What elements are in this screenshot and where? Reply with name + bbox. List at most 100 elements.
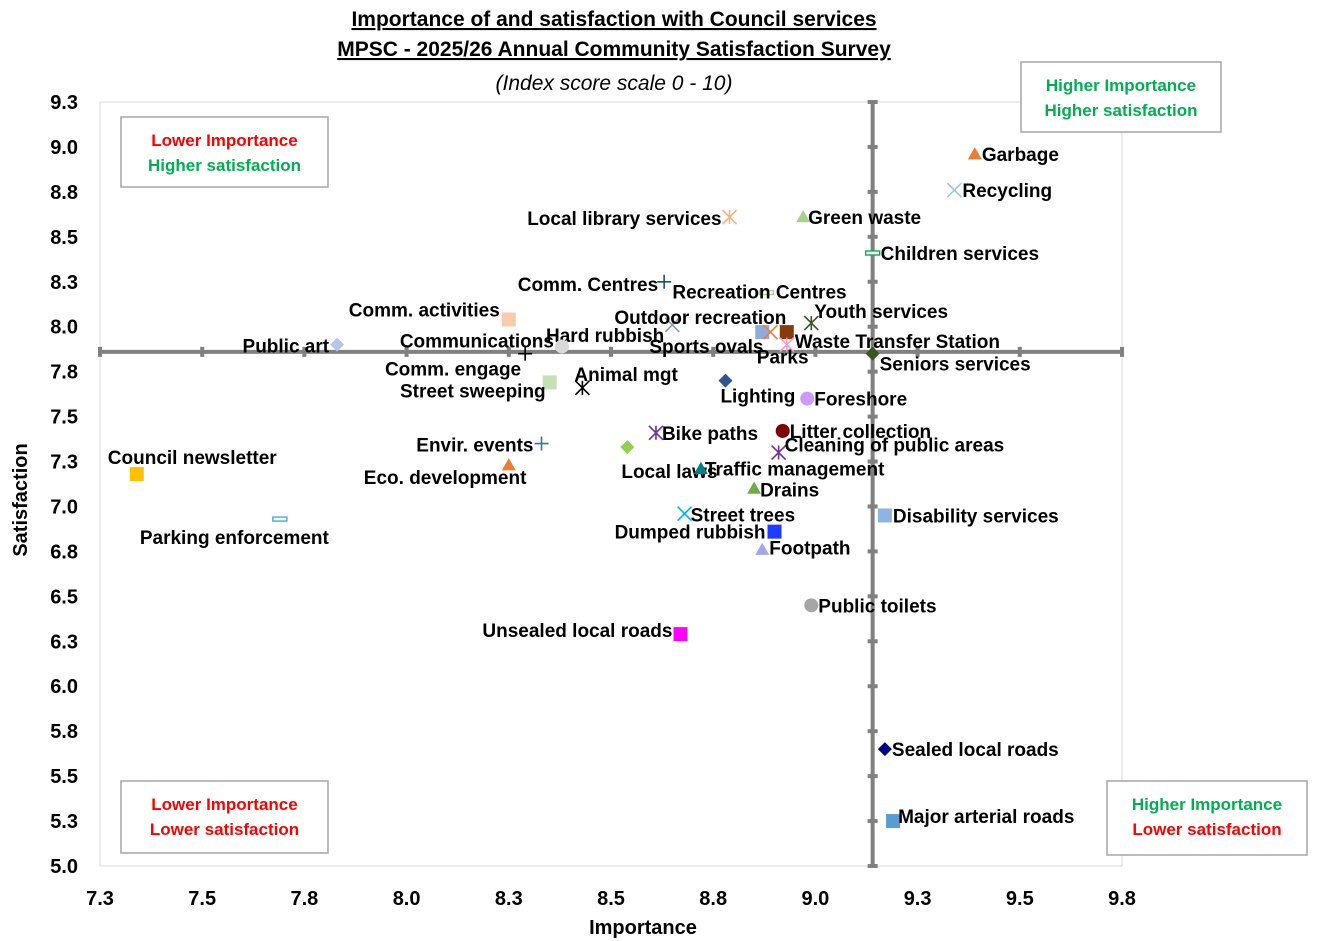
quadrant-box <box>120 116 329 188</box>
point-label-comm-centres: Comm. Centres <box>518 275 658 296</box>
point-marker-lighting <box>718 373 733 388</box>
point-marker-comm-centres <box>657 274 672 289</box>
point-marker-bike-paths <box>648 425 664 441</box>
point-label-local-library-services: Local library services <box>527 209 721 230</box>
y-tick-label: 6.5 <box>50 586 78 608</box>
point-youth-services: Youth services <box>803 302 948 331</box>
point-label-garbage: Garbage <box>982 145 1059 166</box>
point-label-disability-services: Disability services <box>893 506 1059 527</box>
quadrant-lower-importance-higher-satisfaction: Lower Importance Higher satisfaction <box>120 116 329 188</box>
point-marker-litter-collection <box>775 423 790 438</box>
point-marker-public-art <box>330 337 345 352</box>
point-major-arterial-roads: Major arterial roads <box>886 807 1074 829</box>
quadrant-box <box>120 780 329 854</box>
x-tick-label: 9.3 <box>904 888 932 910</box>
point-marker-disability-services <box>877 508 892 523</box>
point-label-outdoor-recreation: Outdoor recreation <box>614 308 786 329</box>
y-tick-label: 8.3 <box>50 272 78 294</box>
point-label-sealed-local-roads: Sealed local roads <box>892 740 1059 761</box>
x-tick-label: 7.3 <box>86 888 114 910</box>
x-tick-label: 8.8 <box>699 888 727 910</box>
reference-lines <box>98 100 1124 868</box>
quadrant-box <box>1020 61 1222 133</box>
point-marker-street-trees <box>677 506 693 522</box>
y-tick-label: 7.8 <box>50 362 78 384</box>
y-tick-label: 6.0 <box>50 676 78 698</box>
point-label-lighting: Lighting <box>720 387 795 408</box>
point-lighting: Lighting <box>718 373 795 408</box>
point-garbage: Garbage <box>967 145 1059 166</box>
point-traffic-management: Traffic management <box>693 460 885 481</box>
point-label-communications: Communications <box>400 331 554 352</box>
point-marker-children-services <box>864 250 881 256</box>
point-street-sweeping: Street sweeping <box>400 375 557 402</box>
point-label-youth-services: Youth services <box>814 302 948 323</box>
point-parks: Parks <box>757 337 809 369</box>
point-marker-green-waste <box>796 210 811 223</box>
point-dumped-rubbish: Dumped rubbish <box>615 523 782 544</box>
y-tick-label: 5.0 <box>50 856 78 878</box>
quadrant-box <box>1106 780 1308 856</box>
point-marker-youth-services <box>803 315 819 331</box>
point-label-children-services: Children services <box>881 244 1039 265</box>
point-label-public-art: Public art <box>243 337 330 358</box>
quadrant-line1: Lower Importance <box>151 795 297 814</box>
point-label-waste-transfer-station: Waste Transfer Station <box>795 332 1000 353</box>
point-marker-traffic-management <box>693 461 708 474</box>
point-council-newsletter: Council newsletter <box>108 448 278 482</box>
point-disability-services: Disability services <box>877 506 1059 527</box>
point-label-sports-ovals: Sports ovals <box>649 337 763 358</box>
point-foreshore: Foreshore <box>800 390 907 411</box>
point-label-recycling: Recycling <box>962 181 1052 202</box>
y-tick-label: 6.3 <box>50 631 78 653</box>
point-marker-recreation-centres <box>758 289 775 296</box>
point-label-parks: Parks <box>757 348 809 369</box>
y-tick-label: 8.0 <box>50 317 78 339</box>
data-points: Garbage Recycling Local library services Gr… <box>108 145 1074 829</box>
point-label-council-newsletter: Council newsletter <box>108 448 278 469</box>
point-label-unsealed-local-roads: Unsealed local roads <box>482 621 672 642</box>
quadrant-line1: Higher Importance <box>1132 795 1282 814</box>
x-tick-label: 7.5 <box>188 888 216 910</box>
x-tick-label: 7.8 <box>290 888 318 910</box>
quadrant-higher-importance-lower-satisfaction: Higher Importance Lower satisfaction <box>1106 780 1308 856</box>
x-tick-label: 8.3 <box>495 888 523 910</box>
point-label-parking-enforcement: Parking enforcement <box>140 528 330 549</box>
y-tick-label: 9.3 <box>50 92 78 114</box>
y-axis-ticks: 5.0 5.3 5.5 5.8 6.0 6.3 6.5 6.8 7.0 7.3 7.5 7.8 8.0 8… <box>50 92 78 878</box>
point-marker-animal-mgt <box>574 380 590 396</box>
y-tick-label: 5.8 <box>50 721 78 743</box>
point-label-recreation-centres: Recreation Centres <box>672 283 846 304</box>
point-litter-collection: Litter collection <box>775 422 931 443</box>
point-animal-mgt: Animal mgt <box>574 365 679 396</box>
point-marker-parking-enforcement <box>272 516 288 522</box>
point-sealed-local-roads: Sealed local roads <box>877 740 1059 761</box>
point-label-eco-development: Eco. development <box>364 468 527 489</box>
point-marker-comm-engage <box>518 346 533 361</box>
y-tick-label: 8.5 <box>50 227 78 249</box>
point-label-litter-collection: Litter collection <box>790 422 931 443</box>
point-label-cleaning-of-public-areas: Cleaning of public areas <box>785 436 1005 457</box>
point-marker-comm-activities <box>501 312 516 327</box>
y-tick-label: 7.0 <box>50 496 78 518</box>
y-tick-label: 6.8 <box>50 541 78 563</box>
point-marker-council-newsletter <box>129 467 144 482</box>
point-sports-ovals: Sports ovals <box>649 324 778 358</box>
point-marker-unsealed-local-roads <box>673 627 688 642</box>
x-axis-ticks: 7.3 7.5 7.8 8.0 8.3 8.5 8.8 9.0 9.3 9.5 9.8 <box>86 888 1136 910</box>
point-label-comm-activities: Comm. activities <box>349 301 500 322</box>
point-marker-garbage <box>967 147 982 160</box>
point-label-local-laws: Local laws <box>621 462 717 483</box>
point-seniors-services: Seniors services <box>865 346 1031 376</box>
y-tick-label: 5.5 <box>50 766 78 788</box>
point-recreation-centres: Recreation Centres <box>672 283 846 304</box>
point-outdoor-recreation: Outdoor recreation <box>614 308 786 333</box>
point-label-seniors-services: Seniors services <box>880 355 1031 376</box>
point-marker-foreshore <box>800 391 815 406</box>
point-marker-dumped-rubbish <box>767 524 782 539</box>
y-axis-title: Satisfaction <box>10 443 32 556</box>
point-eco-development: Eco. development <box>364 458 527 489</box>
point-children-services: Children services <box>864 244 1039 265</box>
point-marker-recycling <box>946 182 962 198</box>
